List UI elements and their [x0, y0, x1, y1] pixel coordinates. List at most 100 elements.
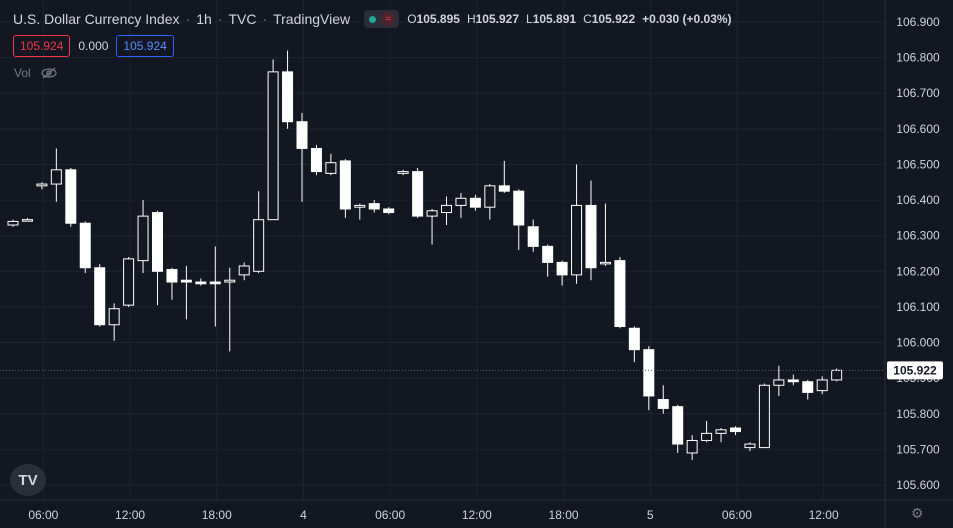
sell-price-button[interactable]: 105.924	[13, 35, 71, 57]
candle-body-up	[686, 439, 698, 454]
time-axis: 06:00 12:00 18:00 4 06:00 12:00 18:00 5 06:00 12:…	[28, 508, 839, 522]
candle	[123, 257, 135, 307]
candle-body-up	[571, 204, 583, 276]
candle	[383, 207, 395, 215]
volume-label: Vol	[14, 66, 31, 80]
price-tick-label: 106.500	[896, 157, 940, 171]
price-tick-label: 106.100	[896, 300, 940, 314]
candle-body-up	[354, 204, 366, 208]
candle	[758, 383, 770, 449]
candle-body-up	[108, 308, 120, 326]
eye-hidden-icon[interactable]	[41, 67, 57, 79]
candle-body-down	[643, 349, 655, 397]
candle-body-up	[484, 185, 496, 208]
market-open-dot-icon	[369, 15, 377, 23]
candle	[628, 326, 640, 363]
candle	[672, 404, 684, 453]
time-tick-label: 06:00	[722, 508, 752, 522]
candle	[715, 428, 727, 443]
candle	[224, 267, 236, 352]
exchange-label: TVC	[228, 11, 257, 27]
time-tick-label: 5	[647, 508, 654, 522]
candle-body-down	[65, 169, 77, 224]
low-value: 105.891	[532, 12, 577, 26]
price-tick-label: 106.800	[896, 51, 940, 65]
volume-legend: Vol	[14, 66, 57, 80]
candle	[730, 426, 741, 436]
candle-body-up	[816, 379, 828, 392]
last-price-label: 105.922	[893, 363, 937, 377]
candle	[180, 265, 192, 320]
price-tick-label: 106.300	[896, 229, 940, 243]
candle	[253, 191, 265, 274]
candle-body-up	[253, 219, 265, 272]
candle	[686, 435, 698, 461]
candle-body-up	[123, 258, 135, 306]
price-tick-label: 106.900	[896, 15, 940, 29]
candle-body-down	[152, 212, 163, 272]
candle	[267, 59, 279, 221]
candle-body-up	[36, 183, 48, 187]
price-tick-label: 105.600	[896, 478, 940, 492]
candle-body-up	[455, 197, 467, 206]
candle	[657, 385, 669, 414]
candle	[397, 169, 409, 176]
candle-body-down	[657, 399, 669, 409]
gear-icon[interactable]: ⚙	[911, 505, 924, 521]
candle	[484, 184, 496, 220]
interval-label[interactable]: 1h	[196, 11, 212, 27]
open-value: 105.895	[416, 12, 460, 26]
candle-body-up	[715, 429, 727, 434]
time-tick-label: 12:00	[462, 508, 492, 522]
candle	[441, 196, 452, 226]
candle-body-down	[585, 204, 597, 269]
candle-body-down	[542, 245, 554, 263]
candle-body-up	[441, 204, 452, 214]
price-tick-label: 106.000	[896, 336, 940, 350]
candle	[354, 203, 366, 220]
candle-body-down	[209, 281, 221, 285]
candle-body-down	[310, 147, 322, 173]
time-tick-label: 06:00	[375, 508, 405, 522]
price-tick-label: 106.400	[896, 193, 940, 207]
candle	[282, 50, 294, 129]
quote-row: 105.924 0.000 105.924	[13, 35, 174, 57]
candle-body-down	[296, 121, 308, 149]
candle-body-down	[180, 279, 192, 283]
price-tick-label: 105.800	[896, 407, 940, 421]
candle-body-up	[7, 220, 19, 226]
candle-body-down	[614, 260, 626, 328]
candle	[50, 148, 62, 202]
candle	[339, 159, 351, 218]
candle	[513, 189, 525, 250]
candle-body-down	[527, 226, 539, 247]
candle-body-down	[787, 379, 799, 383]
symbol-name[interactable]: U.S. Dollar Currency Index	[13, 11, 180, 27]
candle-body-up	[744, 443, 756, 449]
time-tick-label: 4	[300, 508, 307, 522]
tradingview-logo-icon[interactable]: TV	[10, 464, 46, 496]
change-value: +0.030 (+0.03%)	[642, 12, 732, 26]
candle-body-down	[94, 267, 106, 326]
candle	[599, 203, 611, 266]
candle-body-down	[339, 160, 351, 210]
chart-header: U.S. Dollar Currency Index · 1h · TVC · …	[13, 9, 732, 29]
price-tick-label: 106.700	[896, 86, 940, 100]
candle-body-down	[628, 327, 640, 351]
separator: ·	[185, 11, 191, 27]
candle	[7, 219, 19, 227]
time-tick-label: 12:00	[115, 508, 145, 522]
candle	[412, 168, 424, 218]
candle	[614, 257, 626, 329]
buy-price-button[interactable]: 105.924	[116, 35, 174, 57]
spread-value: 0.000	[78, 39, 109, 53]
candle-body-up	[325, 162, 337, 174]
candle-body-up	[701, 432, 713, 441]
candle	[643, 346, 655, 411]
market-status-pill[interactable]: ≈	[364, 10, 400, 28]
candle-body-down	[498, 185, 510, 192]
candle-body-down	[79, 222, 91, 269]
candle	[368, 200, 380, 213]
candle-body-up	[238, 265, 250, 276]
